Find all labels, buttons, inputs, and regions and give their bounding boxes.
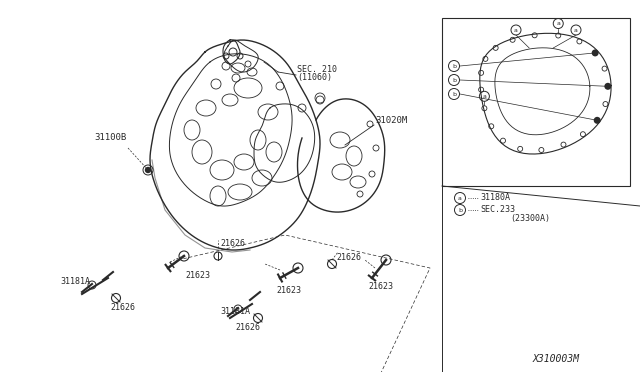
Text: a: a (458, 196, 462, 201)
Text: a: a (483, 94, 486, 99)
Text: a: a (514, 28, 518, 32)
Text: (23300A): (23300A) (510, 214, 550, 222)
Text: SEC. 210: SEC. 210 (297, 65, 337, 74)
Text: 31020M: 31020M (375, 116, 407, 125)
Text: 21626: 21626 (236, 323, 260, 332)
Text: 31181A: 31181A (60, 277, 90, 286)
Text: 21626: 21626 (220, 239, 245, 248)
Text: 31181A: 31181A (220, 307, 250, 316)
Text: b: b (452, 64, 456, 68)
Text: (11060): (11060) (297, 73, 332, 82)
Text: 31180A: 31180A (480, 193, 510, 202)
Text: b: b (458, 208, 462, 212)
Circle shape (594, 117, 601, 124)
Text: a: a (574, 28, 578, 32)
Circle shape (145, 167, 150, 173)
Circle shape (591, 49, 598, 57)
Text: a: a (556, 21, 560, 26)
Text: b: b (452, 77, 456, 83)
Text: 21626: 21626 (336, 253, 361, 262)
Text: X310003M: X310003M (533, 354, 580, 364)
Text: 21623: 21623 (185, 271, 210, 280)
Text: 31100B: 31100B (94, 133, 126, 142)
Bar (442, 18, 630, 186)
Text: SEC.233: SEC.233 (480, 205, 515, 215)
Text: 21626: 21626 (110, 303, 135, 312)
Text: b: b (452, 92, 456, 96)
Text: 21623: 21623 (276, 286, 301, 295)
Text: 21623: 21623 (368, 282, 393, 291)
Circle shape (604, 83, 611, 90)
